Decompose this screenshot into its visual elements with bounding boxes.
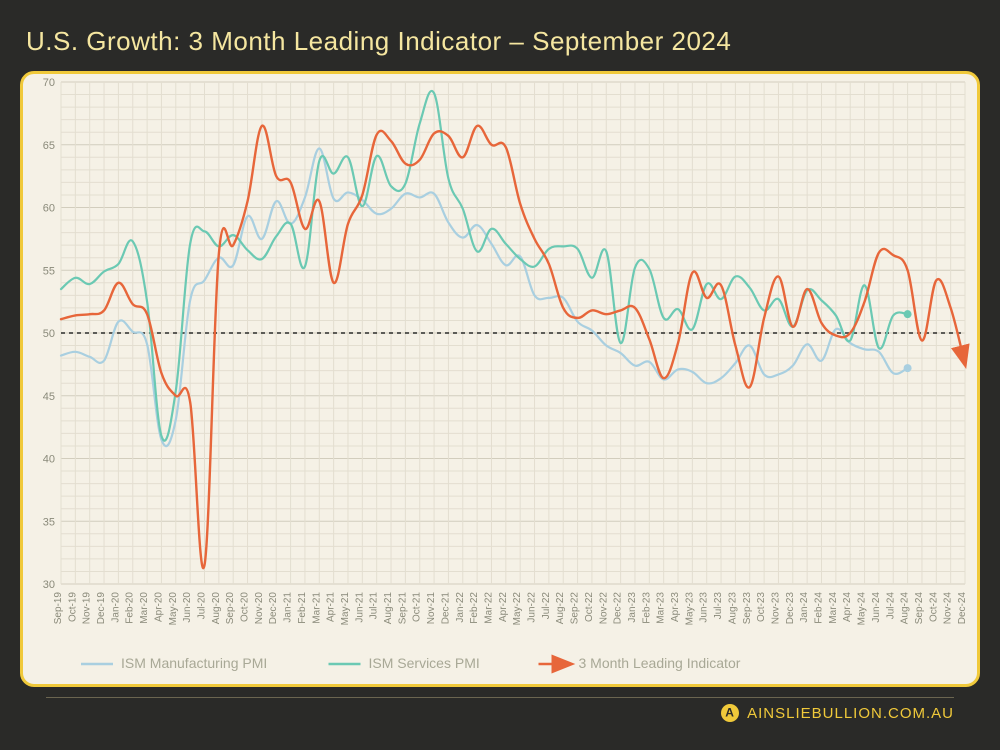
svg-text:Jul-24: Jul-24 xyxy=(885,592,896,620)
brand-label: AINSLIEBULLION.COM.AU xyxy=(721,704,954,722)
svg-text:Apr-24: Apr-24 xyxy=(842,592,853,622)
svg-text:Jan-20: Jan-20 xyxy=(110,592,121,623)
brand-text: AINSLIEBULLION.COM.AU xyxy=(747,705,954,722)
svg-text:Jan-23: Jan-23 xyxy=(627,592,638,623)
svg-text:May-20: May-20 xyxy=(168,592,179,626)
svg-text:Aug-21: Aug-21 xyxy=(383,592,394,625)
svg-text:Dec-19: Dec-19 xyxy=(96,592,107,625)
svg-text:40: 40 xyxy=(43,454,55,466)
svg-text:Jan-21: Jan-21 xyxy=(283,592,294,623)
svg-text:Nov-22: Nov-22 xyxy=(598,592,609,625)
svg-text:Sep-20: Sep-20 xyxy=(225,592,236,625)
svg-text:Oct-22: Oct-22 xyxy=(584,592,595,622)
svg-text:Feb-22: Feb-22 xyxy=(469,592,480,624)
svg-text:Nov-20: Nov-20 xyxy=(254,592,265,625)
svg-text:Apr-21: Apr-21 xyxy=(326,592,337,622)
svg-text:Jan-24: Jan-24 xyxy=(799,592,810,623)
svg-text:Jul-21: Jul-21 xyxy=(369,592,380,620)
svg-text:Sep-24: Sep-24 xyxy=(914,592,925,625)
svg-text:Oct-23: Oct-23 xyxy=(756,592,767,622)
svg-text:Jan-22: Jan-22 xyxy=(455,592,466,623)
svg-text:Aug-20: Aug-20 xyxy=(211,592,222,625)
svg-text:Feb-23: Feb-23 xyxy=(641,592,652,624)
svg-text:Nov-23: Nov-23 xyxy=(770,592,781,625)
svg-text:Dec-21: Dec-21 xyxy=(440,592,451,625)
svg-text:Jun-23: Jun-23 xyxy=(699,592,710,623)
svg-text:Sep-23: Sep-23 xyxy=(742,592,753,625)
svg-text:Feb-20: Feb-20 xyxy=(125,592,136,624)
svg-text:Aug-22: Aug-22 xyxy=(555,592,566,625)
legend-label-2: 3 Month Leading Indicator xyxy=(579,655,741,671)
svg-text:Oct-19: Oct-19 xyxy=(67,592,78,622)
svg-text:Jul-23: Jul-23 xyxy=(713,592,724,620)
svg-text:Oct-24: Oct-24 xyxy=(928,592,939,622)
svg-text:Dec-22: Dec-22 xyxy=(613,592,624,625)
svg-text:Feb-24: Feb-24 xyxy=(814,592,825,624)
svg-text:Jun-20: Jun-20 xyxy=(182,592,193,623)
chart-plot-area: 303540455055606570Sep-19Oct-19Nov-19Dec-… xyxy=(20,71,980,687)
svg-text:May-21: May-21 xyxy=(340,592,351,626)
svg-text:Jun-21: Jun-21 xyxy=(354,592,365,623)
svg-text:50: 50 xyxy=(43,328,55,340)
svg-text:35: 35 xyxy=(43,516,55,528)
svg-text:Jul-22: Jul-22 xyxy=(541,592,552,620)
svg-text:Aug-24: Aug-24 xyxy=(900,592,911,625)
svg-text:Sep-19: Sep-19 xyxy=(53,592,64,625)
svg-text:Mar-20: Mar-20 xyxy=(139,592,150,624)
series-line-0 xyxy=(61,149,908,447)
series-line-1 xyxy=(61,91,908,441)
svg-text:Nov-21: Nov-21 xyxy=(426,592,437,625)
svg-text:Mar-24: Mar-24 xyxy=(828,592,839,624)
svg-text:Jun-24: Jun-24 xyxy=(871,592,882,623)
series-end-marker-0 xyxy=(904,364,912,372)
svg-text:Jun-22: Jun-22 xyxy=(527,592,538,623)
series-line-2 xyxy=(61,126,965,569)
svg-text:Aug-23: Aug-23 xyxy=(727,592,738,625)
legend-label-1: ISM Services PMI xyxy=(369,655,480,671)
svg-text:Sep-22: Sep-22 xyxy=(570,592,581,625)
brand-logo-icon xyxy=(721,704,739,722)
chart-title: U.S. Growth: 3 Month Leading Indicator –… xyxy=(20,20,980,71)
svg-text:45: 45 xyxy=(43,391,55,403)
svg-text:Apr-20: Apr-20 xyxy=(153,592,164,622)
svg-text:Mar-23: Mar-23 xyxy=(656,592,667,624)
svg-text:May-23: May-23 xyxy=(684,592,695,626)
svg-text:Oct-21: Oct-21 xyxy=(412,592,423,622)
svg-text:Nov-19: Nov-19 xyxy=(82,592,93,625)
svg-text:Dec-20: Dec-20 xyxy=(268,592,279,625)
svg-text:70: 70 xyxy=(43,77,55,89)
svg-text:30: 30 xyxy=(43,579,55,591)
svg-text:Nov-24: Nov-24 xyxy=(943,592,954,625)
series-end-marker-1 xyxy=(904,310,912,318)
footer-bar: AINSLIEBULLION.COM.AU xyxy=(46,697,954,728)
svg-text:Jul-20: Jul-20 xyxy=(196,592,207,620)
svg-text:55: 55 xyxy=(43,265,55,277)
svg-text:Feb-21: Feb-21 xyxy=(297,592,308,624)
svg-text:Dec-24: Dec-24 xyxy=(957,592,968,625)
svg-text:65: 65 xyxy=(43,140,55,152)
svg-text:60: 60 xyxy=(43,203,55,215)
svg-text:Mar-22: Mar-22 xyxy=(483,592,494,624)
svg-text:May-22: May-22 xyxy=(512,592,523,626)
svg-text:Apr-22: Apr-22 xyxy=(498,592,509,622)
svg-text:Oct-20: Oct-20 xyxy=(240,592,251,622)
legend-label-0: ISM Manufacturing PMI xyxy=(121,655,267,671)
svg-text:Dec-23: Dec-23 xyxy=(785,592,796,625)
svg-text:Sep-21: Sep-21 xyxy=(397,592,408,625)
svg-text:Mar-21: Mar-21 xyxy=(311,592,322,624)
svg-text:Apr-23: Apr-23 xyxy=(670,592,681,622)
svg-text:May-24: May-24 xyxy=(857,592,868,626)
